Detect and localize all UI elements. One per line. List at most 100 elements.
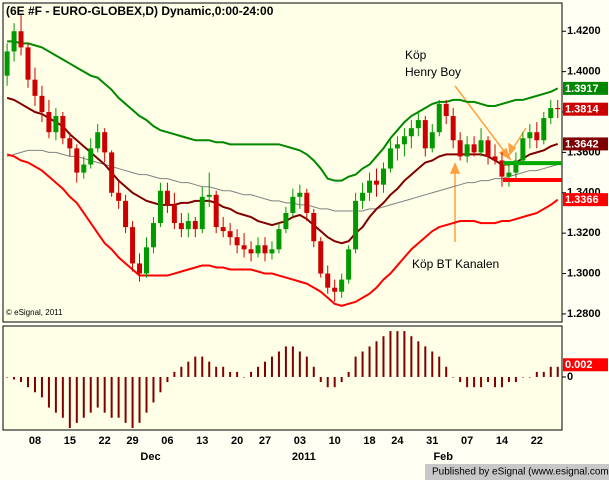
oscillator-bar xyxy=(466,376,469,388)
chart-title: (6E #F - EURO-GLOBEX,D) Dynamic,0:00-24:… xyxy=(6,4,274,18)
oscillator-bar xyxy=(82,376,85,418)
oscillator-bar xyxy=(445,366,448,377)
oscillator-bar xyxy=(528,376,531,378)
oscillator-bar xyxy=(375,341,378,377)
candle-body xyxy=(18,31,24,48)
oscillator-bar xyxy=(396,331,399,377)
candle-body xyxy=(527,132,533,139)
candle-body xyxy=(297,192,303,197)
oscillator-bar xyxy=(89,376,92,413)
candle-body xyxy=(325,273,331,288)
oscillator-bar xyxy=(201,356,204,377)
candle-body xyxy=(374,180,380,185)
oscillator-bar xyxy=(284,346,287,377)
oscillator-bar xyxy=(270,356,273,377)
oscillator-bar xyxy=(417,341,420,377)
candle-body xyxy=(25,47,31,80)
candle-body xyxy=(60,116,66,139)
value-box xyxy=(563,193,608,207)
candle-body xyxy=(548,107,554,119)
candle-body xyxy=(304,192,310,213)
oscillator-bar xyxy=(243,376,246,378)
candle-body xyxy=(102,132,108,153)
oscillator-bar xyxy=(194,356,197,377)
candle-body xyxy=(234,237,240,246)
oscillator-bar xyxy=(389,331,392,377)
annotation: Köp BT Kanalen xyxy=(412,257,499,271)
x-tick-label: 27 xyxy=(259,435,271,447)
band-line xyxy=(6,153,559,307)
candle-body xyxy=(116,192,122,201)
candle-body xyxy=(137,263,143,274)
arrow xyxy=(454,85,508,156)
candle-body xyxy=(185,221,191,230)
oscillator-bar xyxy=(500,376,503,388)
candle-body xyxy=(213,194,219,228)
candle-body xyxy=(380,168,386,185)
oscillator-bar xyxy=(549,366,552,377)
oscillator-bar xyxy=(424,346,427,377)
oscillator-bar xyxy=(187,361,190,377)
candle-body xyxy=(436,103,442,133)
candle-body xyxy=(346,249,352,280)
oscillator-bar xyxy=(6,376,9,378)
oscillator-bar xyxy=(236,371,239,377)
oscillator-bar xyxy=(96,376,99,408)
oscillator-panel xyxy=(2,325,563,431)
oscillator-bar xyxy=(487,376,490,383)
value-box-label: 0.002 xyxy=(565,359,593,371)
oscillator-bar xyxy=(494,376,496,388)
value-box-label: 1.3814 xyxy=(565,104,600,116)
candle-body xyxy=(408,128,414,137)
y-tick-label: 1.3000 xyxy=(567,267,601,279)
value-box-label: 1.3366 xyxy=(565,194,599,206)
oscillator-bar xyxy=(27,376,30,388)
oscillator-bar xyxy=(277,351,280,377)
x-group-label: Dec xyxy=(140,451,160,463)
x-tick-label: 07 xyxy=(461,435,473,447)
candle-body xyxy=(157,190,163,224)
oscillator-bar xyxy=(438,356,441,377)
x-tick-label: 22 xyxy=(99,435,111,447)
candle-body xyxy=(520,138,526,161)
value-box xyxy=(563,102,608,116)
x-tick-label: 03 xyxy=(294,435,306,447)
oscillator-bar xyxy=(159,376,162,393)
oscillator-bar xyxy=(333,376,336,388)
candle-body xyxy=(144,247,149,274)
candle-body xyxy=(443,103,449,117)
oscillator-bar xyxy=(556,366,559,377)
candle-body xyxy=(81,164,87,173)
candle-body xyxy=(506,172,512,177)
candle-body xyxy=(513,160,519,173)
candle-body xyxy=(255,245,261,254)
oscillator-bar xyxy=(403,331,406,377)
price-panel xyxy=(2,2,563,323)
value-box-label: 1.3642 xyxy=(565,138,599,150)
candle-body xyxy=(276,229,282,250)
oscillator-bar xyxy=(40,376,43,398)
candle-body xyxy=(150,223,156,248)
candle-body xyxy=(457,140,463,157)
band-line xyxy=(6,149,558,212)
oscillator-bar xyxy=(514,376,517,383)
x-tick-label: 10 xyxy=(329,435,341,447)
candle-body xyxy=(220,227,226,232)
candle-body xyxy=(499,160,505,177)
value-box xyxy=(563,358,608,372)
x-tick-label: 06 xyxy=(161,435,173,447)
candle-body xyxy=(227,231,233,238)
candle-body xyxy=(178,223,184,230)
candle-body xyxy=(401,136,407,145)
arrow xyxy=(511,127,527,151)
oscillator-bar xyxy=(54,376,57,413)
oscillator-bar xyxy=(452,376,455,378)
candle-body xyxy=(241,245,247,250)
oscillator-bar xyxy=(229,371,232,377)
candle-body xyxy=(367,180,373,193)
oscillator-bar xyxy=(131,376,134,428)
oscillator-bar xyxy=(507,376,510,383)
value-box-label: 1.3917 xyxy=(565,83,599,95)
oscillator-bar xyxy=(33,376,36,393)
